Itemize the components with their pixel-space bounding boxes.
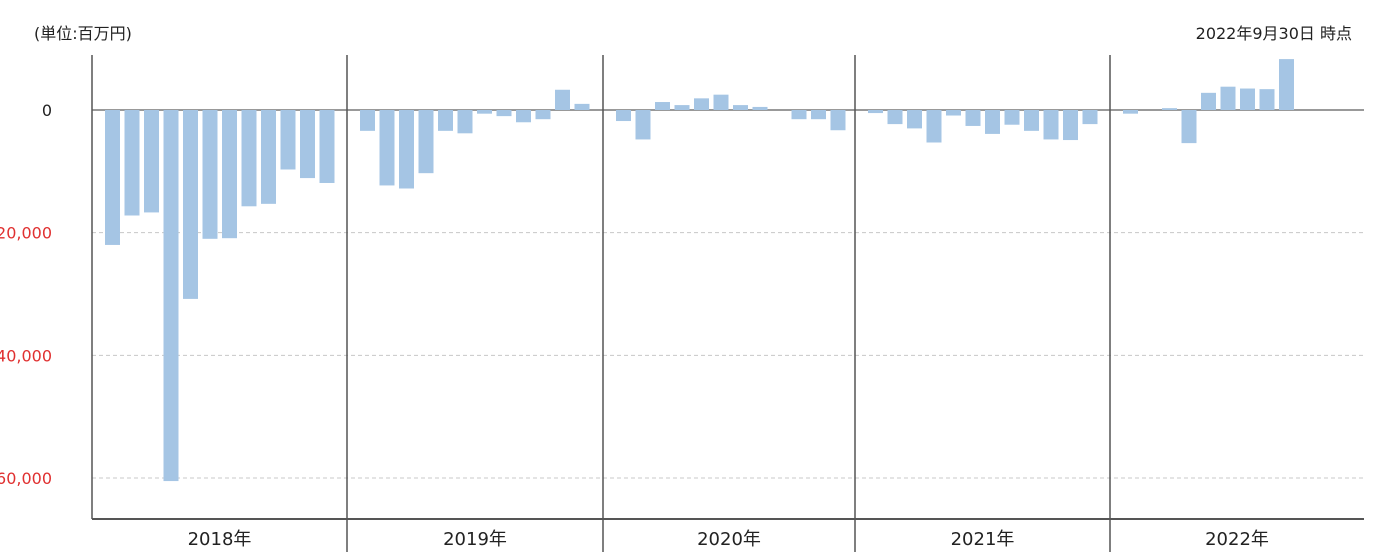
bar [1024, 110, 1039, 131]
bar [1259, 89, 1275, 110]
bar [555, 89, 570, 110]
bar [868, 110, 883, 114]
bar [1123, 110, 1138, 114]
bar [1162, 108, 1177, 110]
bar [1220, 86, 1236, 110]
x-group-label: 2020年 [697, 529, 761, 550]
bar [1181, 110, 1197, 144]
bar [1279, 59, 1294, 110]
x-group-label: 2022年 [1205, 529, 1269, 550]
bar [574, 103, 590, 110]
bar [907, 110, 922, 129]
bar [655, 102, 670, 110]
bar [241, 110, 257, 207]
bar [811, 110, 826, 120]
bar [713, 94, 729, 110]
bar [399, 110, 414, 189]
bar [694, 98, 709, 110]
bar [1201, 92, 1216, 110]
bar [946, 110, 961, 116]
bar [1004, 110, 1020, 125]
bar [635, 110, 651, 140]
bar [457, 110, 473, 134]
bar [280, 110, 296, 170]
y-tick-label: -20,000 [0, 224, 52, 243]
bar [105, 110, 120, 245]
bar [163, 110, 179, 482]
bar [926, 110, 942, 143]
bar [477, 110, 492, 114]
bar [616, 110, 631, 122]
x-group-label: 2021年 [951, 529, 1015, 550]
bar [222, 110, 237, 239]
bar [379, 110, 395, 186]
unit-label: (単位:百万円) [34, 24, 132, 43]
bar [261, 110, 276, 204]
bar [496, 110, 512, 117]
bar [124, 110, 140, 216]
bar [830, 110, 846, 131]
bar [1240, 88, 1255, 110]
bar [300, 110, 315, 179]
bar [674, 105, 690, 110]
bar [965, 110, 981, 126]
bar [202, 110, 218, 239]
bar [516, 110, 531, 123]
bar [1082, 110, 1098, 125]
y-tick-label: -60,000 [0, 469, 52, 488]
bar [887, 110, 903, 125]
y-tick-label: 0 [42, 101, 52, 120]
bar [438, 110, 453, 131]
bar [183, 110, 198, 299]
x-group-label: 2019年 [443, 529, 507, 550]
bar [985, 110, 1000, 134]
y-tick-label: -40,000 [0, 346, 52, 365]
bar [144, 110, 159, 213]
bar [733, 105, 748, 110]
bar [1043, 110, 1059, 140]
bar [791, 110, 807, 120]
bar [752, 106, 768, 110]
bar [319, 110, 335, 183]
bar [1063, 110, 1078, 141]
x-group-label: 2018年 [188, 529, 252, 550]
bar [360, 110, 375, 131]
bar [535, 110, 551, 120]
bar [418, 110, 434, 174]
as-of-date-label: 2022年9月30日 時点 [1195, 24, 1352, 43]
